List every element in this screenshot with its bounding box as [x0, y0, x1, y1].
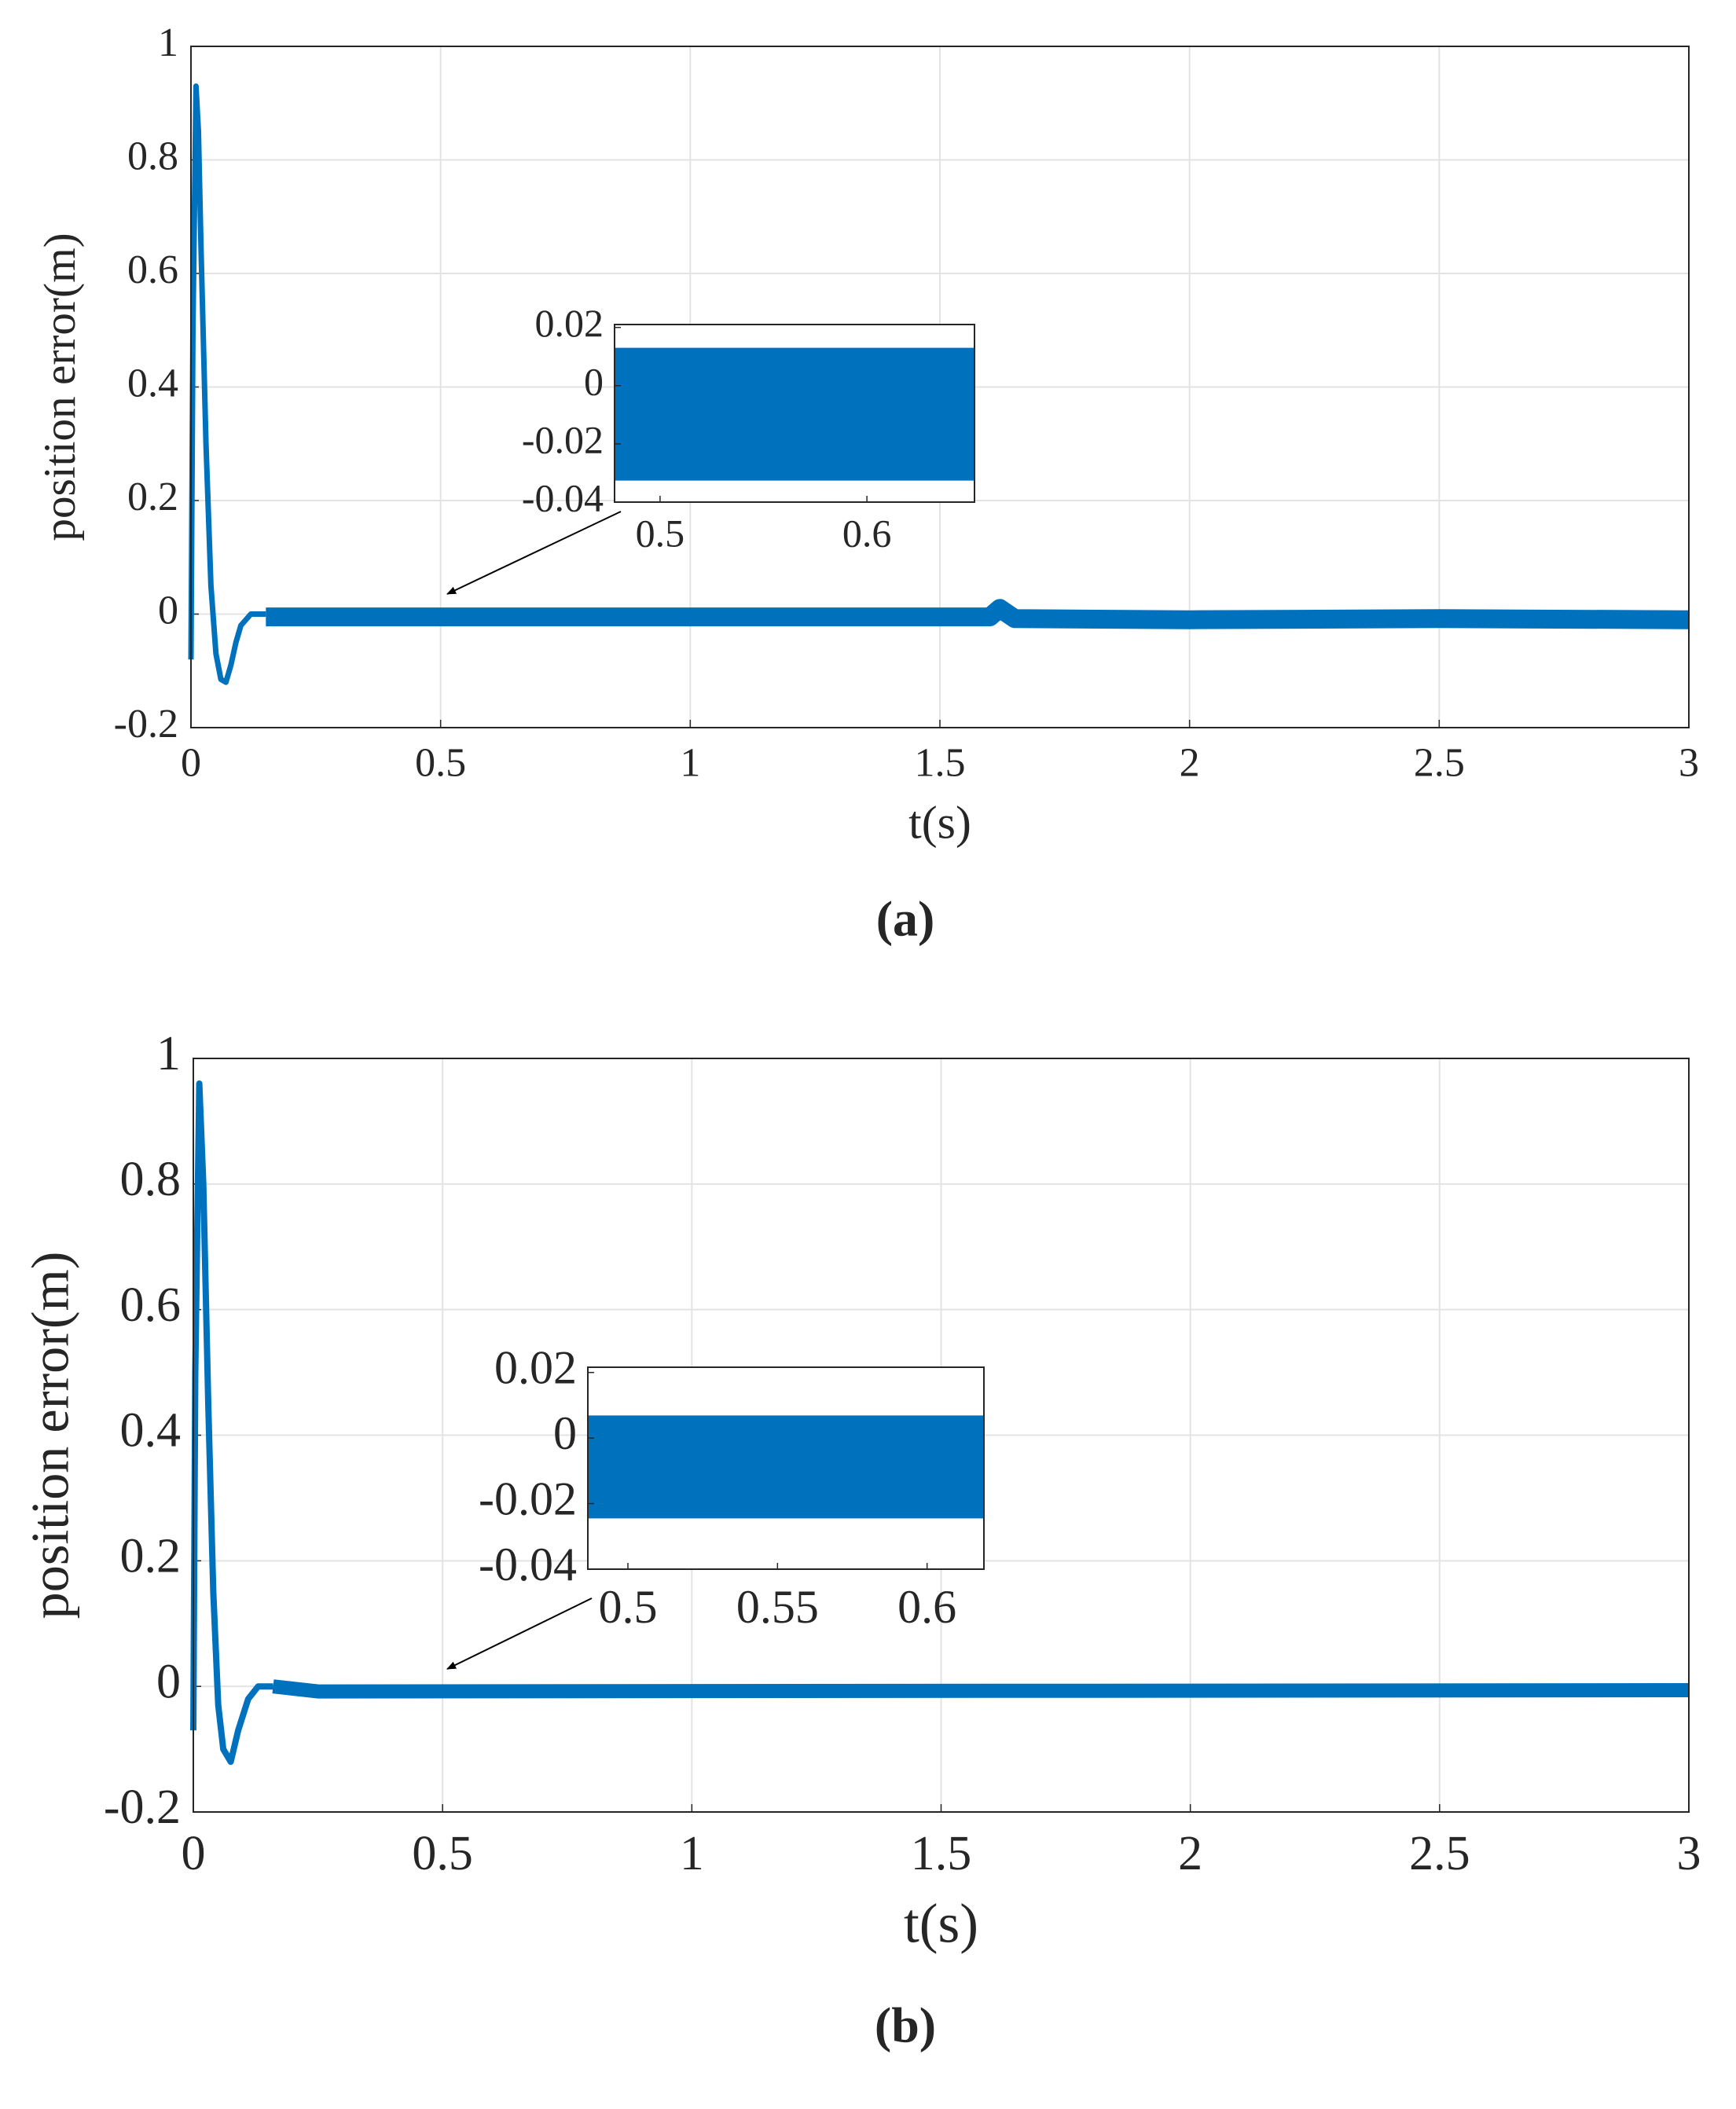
x-tick-label: 1 — [680, 740, 700, 785]
data-line — [188, 83, 266, 685]
y-tick-label: 0.4 — [127, 361, 178, 405]
x-tick-label: 3 — [1679, 740, 1699, 785]
y-tick-label: 0.6 — [127, 248, 178, 292]
y-axis-label: position error(m) — [20, 1252, 80, 1619]
arrow — [446, 1597, 593, 1670]
y-tick-label: 0.8 — [127, 134, 178, 178]
inset-y-tick-label: -0.02 — [522, 417, 604, 461]
axes-box — [190, 46, 1690, 728]
x-tick-label: 3 — [1677, 1827, 1701, 1880]
inset-y-tick-label: -0.04 — [522, 475, 604, 519]
x-tick-label: 2 — [1178, 1827, 1202, 1880]
inset-y-tick-label: 0.02 — [535, 301, 604, 345]
inset-box — [614, 324, 975, 503]
y-tick-label: 0.2 — [120, 1530, 182, 1583]
y-tick-label: 0 — [156, 1655, 181, 1708]
x-tick-label: 1.5 — [915, 740, 966, 785]
x-tick-label: 1.5 — [911, 1827, 972, 1880]
y-tick-label: 0.8 — [120, 1153, 182, 1206]
inset-y-tick-label: 0 — [553, 1407, 577, 1459]
y-tick-label: 0.4 — [120, 1404, 182, 1458]
inset-x-tick-label: 0.6 — [897, 1581, 956, 1633]
inset-x-tick-label: 0.55 — [736, 1581, 819, 1633]
y-tick-label: 1 — [158, 20, 178, 65]
inset-y-tick-label: 0 — [584, 359, 604, 403]
x-tick-label: 0 — [182, 1827, 206, 1880]
inset-x-tick-label: 0.5 — [636, 511, 685, 555]
y-axis-label: position error(m) — [35, 233, 85, 541]
y-tick-label: -0.2 — [114, 702, 178, 746]
x-axis-label: t(s) — [904, 1892, 978, 1954]
inset-x-tick-label: 0.6 — [842, 511, 892, 555]
inset-x-tick-label: 0.5 — [599, 1581, 658, 1633]
y-tick-label: 0.2 — [127, 475, 178, 519]
caption: (b) — [875, 1997, 936, 2053]
inset-y-tick-label: -0.04 — [479, 1539, 577, 1590]
inset-box — [587, 1366, 985, 1570]
x-tick-label: 0.5 — [415, 740, 466, 785]
y-tick-label: 1 — [156, 1027, 181, 1080]
x-tick-label: 0.5 — [412, 1827, 473, 1880]
inset-band — [615, 347, 974, 481]
y-tick-label: 0 — [158, 588, 178, 633]
y-tick-label: 0.6 — [120, 1278, 182, 1332]
caption: (a) — [876, 891, 935, 947]
inset-y-tick-label: 0.02 — [494, 1341, 577, 1393]
axes-box — [193, 1058, 1690, 1813]
x-axis-label: t(s) — [908, 797, 971, 849]
inset-band — [588, 1415, 984, 1519]
y-tick-label: -0.2 — [104, 1781, 181, 1834]
x-tick-label: 2.5 — [1414, 740, 1465, 785]
data-line — [190, 1080, 273, 1766]
x-tick-label: 1 — [680, 1827, 704, 1880]
x-tick-label: 2.5 — [1409, 1827, 1470, 1880]
inset-y-tick-label: -0.02 — [479, 1473, 577, 1524]
x-tick-label: 0 — [181, 740, 201, 785]
arrow — [446, 511, 622, 595]
data-line — [266, 599, 1690, 629]
data-line — [272, 1679, 1690, 1699]
x-tick-label: 2 — [1180, 740, 1200, 785]
